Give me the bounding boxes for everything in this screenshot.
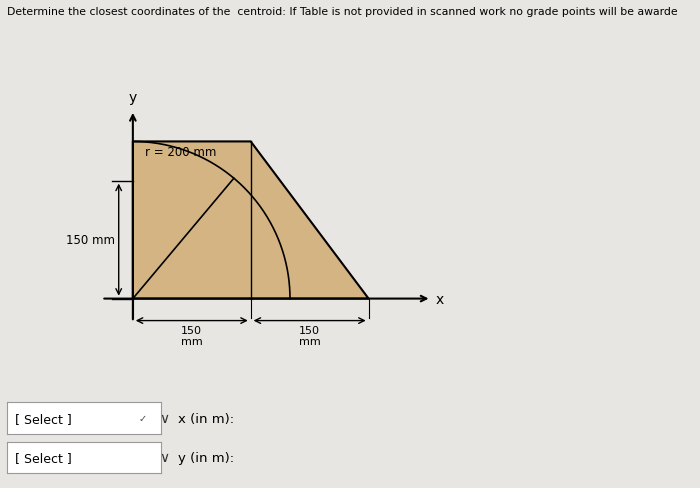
Text: ∨: ∨: [160, 450, 169, 464]
Text: x: x: [435, 292, 444, 306]
Text: 150
mm: 150 mm: [299, 325, 321, 346]
Text: [ Select ]: [ Select ]: [15, 412, 71, 425]
Text: r = 200 mm: r = 200 mm: [145, 146, 216, 159]
Text: [ Select ]: [ Select ]: [15, 451, 71, 464]
Text: 150 mm: 150 mm: [66, 234, 115, 246]
Text: x (in m):: x (in m):: [178, 412, 234, 425]
Text: ∨: ∨: [160, 411, 169, 425]
Text: Determine the closest coordinates of the  centroid: If Table is not provided in : Determine the closest coordinates of the…: [7, 7, 678, 17]
Text: y: y: [129, 91, 137, 104]
Polygon shape: [133, 142, 369, 299]
Text: ✓: ✓: [139, 413, 146, 424]
Text: y (in m):: y (in m):: [178, 451, 234, 464]
Text: 150
mm: 150 mm: [181, 325, 203, 346]
